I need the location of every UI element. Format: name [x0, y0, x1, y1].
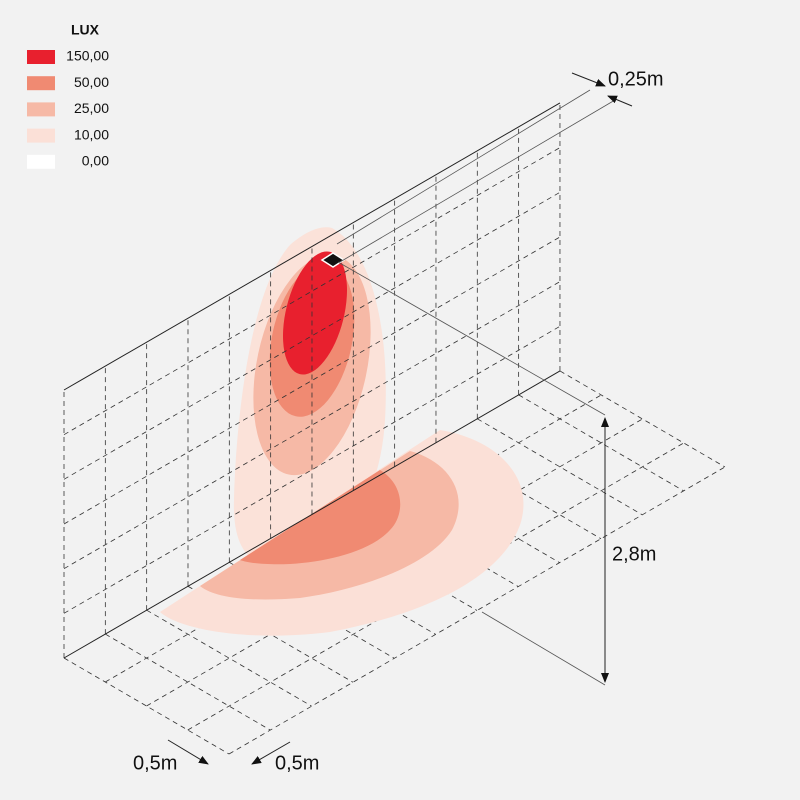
leader: [339, 99, 616, 263]
wall-top-edge: [63, 102, 561, 391]
arrow: [571, 72, 606, 87]
legend-label: 25,00: [74, 100, 109, 116]
floor-grid-line: [63, 657, 230, 755]
floor-light: [160, 430, 524, 636]
floor-grid-line: [146, 418, 643, 707]
wall-light: [233, 227, 386, 566]
legend: LUX 150,00 50,00 25,00 10,00 0,00: [27, 22, 109, 169]
arrow: [607, 95, 633, 107]
wall-grid-line: [63, 191, 561, 480]
wall-grid-line: [63, 281, 561, 570]
legend-label: 50,00: [74, 74, 109, 90]
dim-depth: 0,25m: [608, 68, 664, 90]
legend-swatch: [27, 128, 55, 143]
leader: [336, 89, 591, 245]
wall-grid-line: [63, 147, 561, 436]
dim-height: 2,8m: [612, 543, 656, 565]
dim-grid-x: 0,5m: [133, 752, 177, 774]
legend-swatch: [27, 154, 55, 169]
arrow: [167, 739, 209, 765]
wall-floor-edge: [63, 370, 561, 659]
floor-grid-line: [518, 394, 684, 492]
legend-label: 150,00: [66, 48, 109, 64]
floor-grid-line: [477, 418, 643, 516]
legend-label: 0,00: [82, 153, 109, 169]
floor-grid-line: [105, 633, 271, 731]
legend-swatch: [27, 76, 55, 91]
floor-grid-line: [228, 466, 726, 755]
floor-grid-line: [559, 370, 726, 468]
arrow: [251, 741, 291, 765]
leader: [337, 261, 606, 416]
legend-swatch: [27, 102, 55, 117]
legend-swatch: [27, 50, 55, 64]
floor-grid-line: [146, 609, 312, 707]
legend-label: 10,00: [74, 126, 109, 142]
wall-grid-line: [63, 236, 561, 525]
wall-grid: [63, 102, 561, 659]
leader: [481, 611, 606, 686]
wall-grid-line: [63, 325, 561, 614]
dim-grid-y: 0,5m: [275, 752, 319, 774]
dimensions: 0,25m 2,8m 0,5m 0,5m: [133, 68, 664, 774]
legend-title: LUX: [71, 22, 100, 38]
